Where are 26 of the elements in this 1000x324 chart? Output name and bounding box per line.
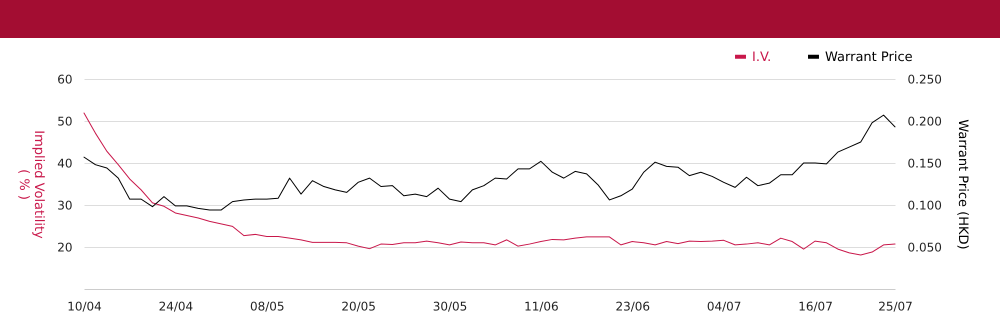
x-tick-label: 04/07: [706, 300, 742, 314]
x-tick-label: 11/06: [524, 300, 559, 314]
x-tick-label: 10/04: [67, 300, 102, 314]
legend-label: I.V.: [752, 50, 772, 65]
x-tick-label: 30/05: [432, 300, 468, 314]
x-tick-label: 25/07: [878, 300, 913, 314]
y-tick-label: 30: [57, 198, 72, 212]
line-series: [84, 114, 896, 211]
y-tick-label: 50: [57, 114, 72, 128]
y2-axis-title: Warrant Price (HKD): [954, 119, 970, 250]
y-tick-label: 20: [57, 240, 72, 254]
y2-tick-label: 0.200: [908, 114, 942, 128]
line-series: [84, 112, 896, 256]
x-tick-label: 23/06: [615, 300, 650, 314]
x-tick-label: 16/07: [798, 300, 833, 314]
y-tick-label: 40: [57, 156, 72, 170]
y-tick-label: 60: [57, 72, 72, 86]
legend-label: Warrant Price: [825, 50, 913, 65]
y-axis-title: Implied Volatility ( % ): [16, 130, 46, 240]
y2-tick-label: 0.250: [908, 72, 942, 86]
x-tick-label: 20/05: [341, 300, 376, 314]
x-tick-label: 24/04: [158, 300, 194, 314]
y2-tick-label: 0.100: [908, 198, 942, 212]
y2-tick-label: 0.150: [908, 156, 942, 170]
y2-tick-label: 0.050: [908, 240, 942, 254]
x-tick-label: 08/05: [250, 300, 285, 314]
